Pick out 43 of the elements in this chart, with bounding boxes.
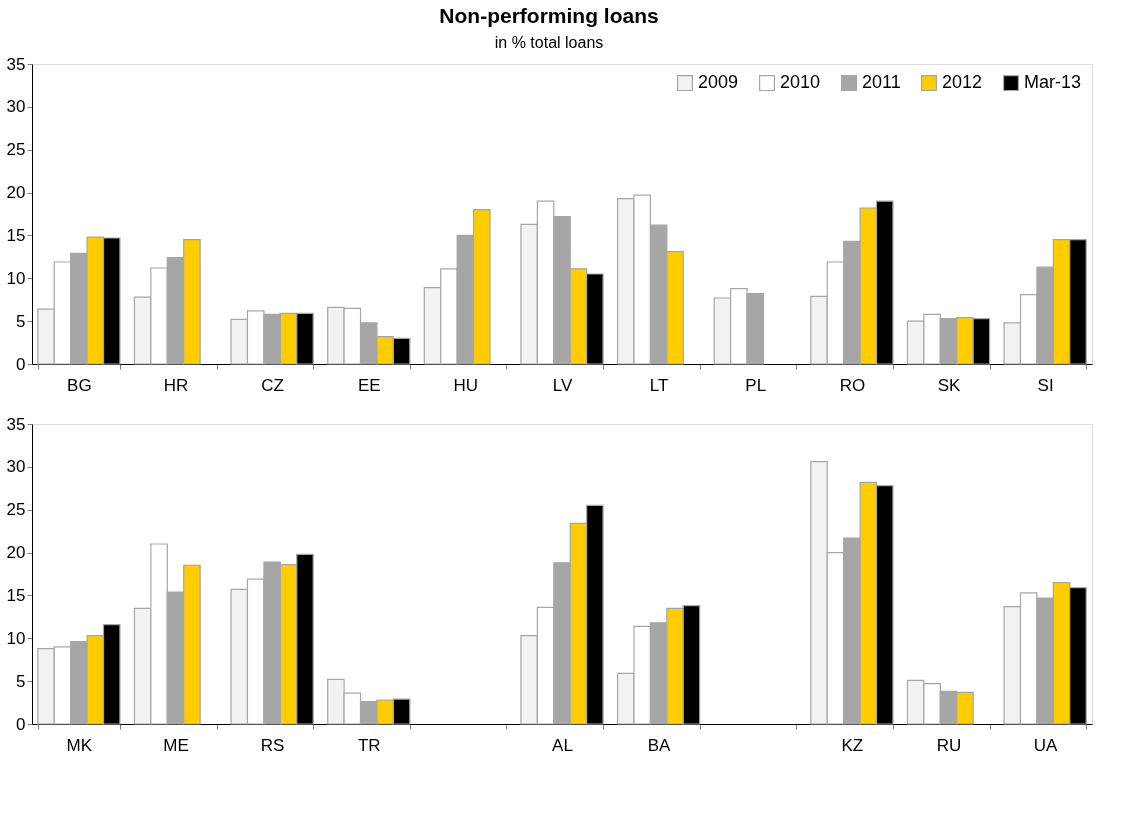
- y-tick-label: 10: [6, 628, 26, 648]
- x-tick-label: EE: [357, 375, 381, 395]
- x-tick-label: LT: [649, 375, 669, 395]
- y-tick-label: 25: [6, 500, 26, 520]
- x-tick-label: LV: [552, 375, 573, 395]
- y-tick-label: 10: [6, 268, 26, 288]
- legend-label: 2010: [780, 72, 821, 93]
- y-tick-label: 25: [6, 140, 26, 160]
- y-tick-label: 15: [6, 225, 26, 245]
- legend-label: Mar-13: [1024, 72, 1082, 93]
- chart-subtitle: in % total loans: [494, 33, 604, 51]
- y-tick-label: 35: [6, 54, 26, 74]
- y-tick-label: 0: [16, 354, 26, 374]
- x-tick-label: BA: [647, 735, 672, 755]
- x-tick-label: AL: [552, 735, 573, 755]
- y-tick-label: 20: [6, 543, 26, 563]
- x-tick-label: UA: [1033, 735, 1059, 755]
- legend-label: 2009: [698, 72, 739, 93]
- x-tick-label: RS: [260, 735, 285, 755]
- y-tick-label: 15: [6, 585, 26, 605]
- x-tick-label: PL: [745, 375, 767, 395]
- x-tick-label: HR: [163, 375, 189, 395]
- y-tick-label: 35: [6, 414, 26, 434]
- x-tick-label: HU: [453, 375, 479, 395]
- y-tick-label: 5: [16, 671, 26, 691]
- x-tick-label: BG: [67, 375, 92, 395]
- x-tick-label: SI: [1037, 375, 1054, 395]
- legend-label: 2012: [942, 72, 983, 93]
- y-tick-label: 0: [16, 714, 26, 734]
- y-tick-label: 20: [6, 183, 26, 203]
- x-tick-label: RU: [936, 735, 962, 755]
- x-tick-label: RO: [839, 375, 866, 395]
- x-tick-label: ME: [163, 735, 189, 755]
- y-tick-label: 30: [6, 97, 26, 117]
- x-tick-label: SK: [937, 375, 961, 395]
- y-tick-label: 30: [6, 457, 26, 477]
- chart-title: Non-performing loans: [439, 3, 659, 27]
- y-tick-label: 5: [16, 311, 26, 331]
- x-tick-label: KZ: [841, 735, 864, 755]
- x-tick-label: MK: [66, 735, 93, 755]
- x-tick-label: CZ: [261, 375, 284, 395]
- x-tick-label: TR: [357, 735, 381, 755]
- legend-label: 2011: [862, 72, 901, 93]
